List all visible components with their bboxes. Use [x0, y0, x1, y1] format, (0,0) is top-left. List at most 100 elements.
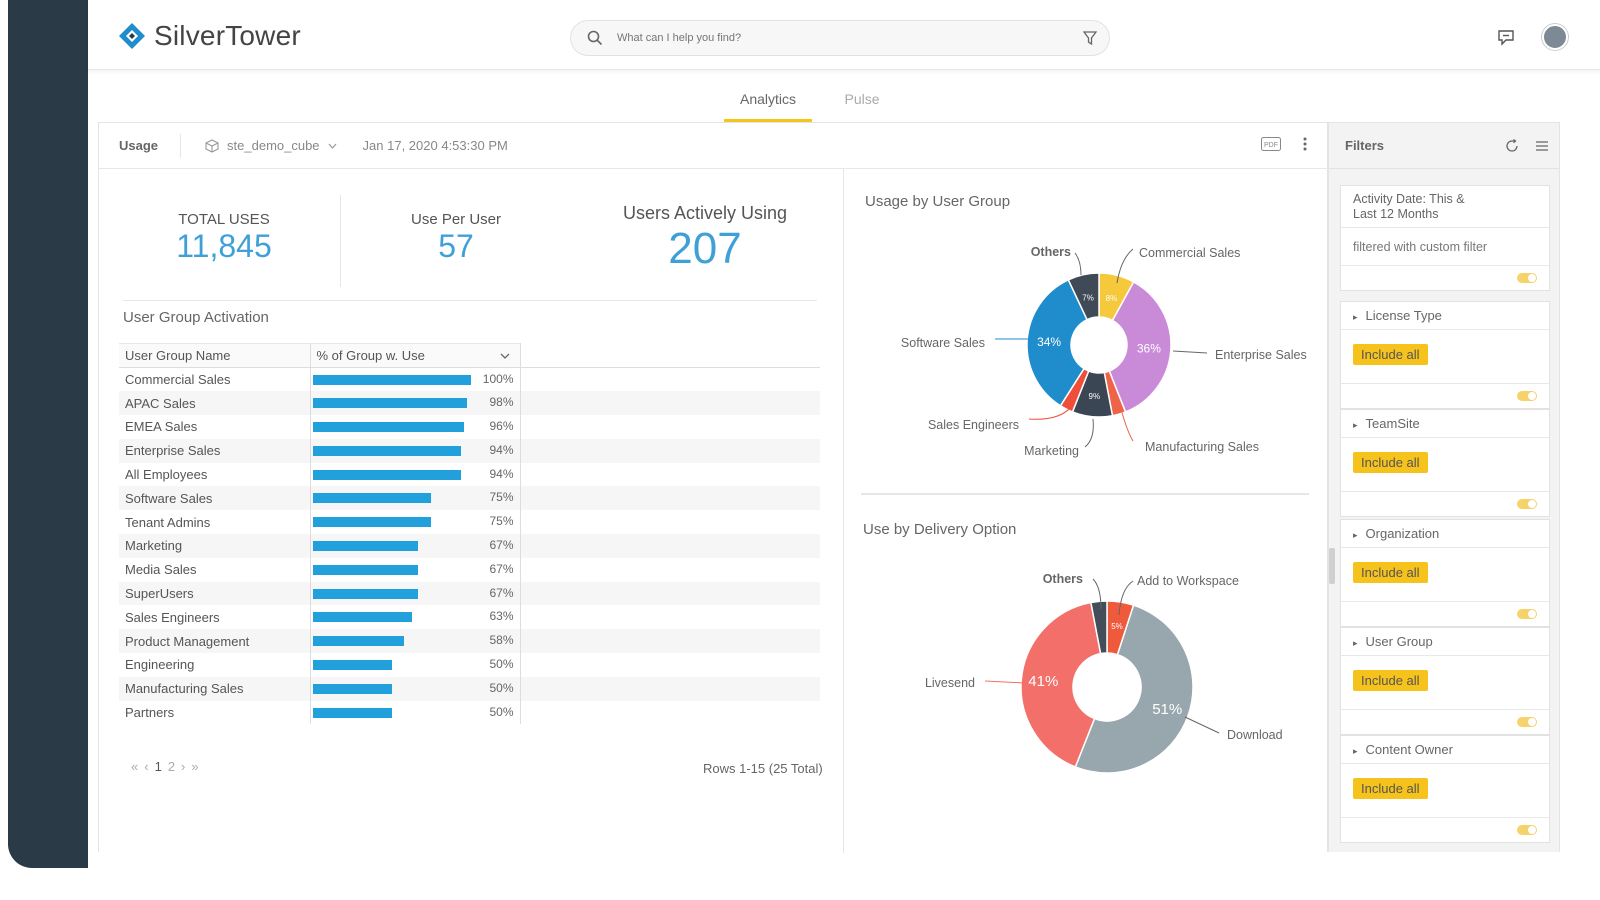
- chart2-title: Use by Delivery Option: [863, 521, 1016, 538]
- group-name-cell: EMEA Sales: [119, 415, 311, 439]
- filter-card[interactable]: ▸ License Type Include all: [1340, 301, 1550, 409]
- table-row[interactable]: Media Sales 67%: [119, 557, 820, 582]
- reset-icon[interactable]: [1505, 138, 1519, 153]
- table-row[interactable]: All Employees 94%: [119, 462, 820, 487]
- include-all-button[interactable]: Include all: [1353, 452, 1428, 473]
- tab-analytics[interactable]: Analytics: [724, 88, 812, 122]
- search-input[interactable]: [617, 32, 1057, 44]
- filter-funnel-icon[interactable]: [1083, 30, 1097, 46]
- top-bar: SilverTower: [88, 0, 1600, 70]
- pct-label: 67%: [489, 538, 514, 553]
- filter-card[interactable]: ▸ Organization Include all: [1340, 519, 1550, 627]
- table-spacer: [520, 653, 820, 677]
- leader-line: [984, 680, 1026, 684]
- pdf-export-icon[interactable]: PDF: [1261, 137, 1281, 151]
- table-spacer: [520, 534, 820, 558]
- pct-cell: 98%: [310, 391, 521, 416]
- filter-toggle[interactable]: [1517, 717, 1537, 727]
- filter-toggle[interactable]: [1517, 609, 1537, 619]
- user-avatar[interactable]: [1542, 24, 1568, 50]
- tab-pulse[interactable]: Pulse: [844, 91, 880, 107]
- include-all-button[interactable]: Include all: [1353, 670, 1428, 691]
- include-all-button[interactable]: Include all: [1353, 778, 1428, 799]
- filter-card-activity-date[interactable]: Activity Date: This & Last 12 Months fil…: [1340, 185, 1550, 291]
- donut-slice[interactable]: [1026, 278, 1089, 407]
- table-row[interactable]: Enterprise Sales 94%: [119, 438, 820, 463]
- kpi-total-uses: TOTAL USES 11,845: [139, 211, 309, 265]
- pct-label: 75%: [489, 490, 514, 505]
- filter-toggle[interactable]: [1517, 825, 1537, 835]
- cube-selector[interactable]: ste_demo_cube: [205, 138, 337, 153]
- next-page-button[interactable]: ›: [181, 759, 186, 774]
- dashboard-title: Usage: [119, 133, 182, 158]
- page-2-button[interactable]: 2: [167, 759, 176, 774]
- toggle-row: [1341, 710, 1549, 734]
- table-row[interactable]: APAC Sales 98%: [119, 391, 820, 416]
- donut-slice[interactable]: [1108, 280, 1172, 413]
- chevron-right-icon[interactable]: ▸: [1353, 420, 1358, 430]
- kpi-label: TOTAL USES: [178, 211, 270, 228]
- filter-toggle[interactable]: [1517, 499, 1537, 509]
- filter-card-header[interactable]: ▸ User Group: [1341, 628, 1549, 656]
- page-1-button[interactable]: 1: [154, 759, 162, 774]
- donut-slice[interactable]: [1074, 604, 1194, 774]
- search-bar[interactable]: [570, 20, 1110, 56]
- column-header-group-name[interactable]: User Group Name: [119, 343, 311, 368]
- pct-bar: [312, 469, 462, 480]
- filter-card-header[interactable]: ▸ Organization: [1341, 520, 1549, 548]
- filters-panel: Filters Activity Date: This & Last 12 Mo…: [1328, 122, 1560, 852]
- column-header-pct[interactable]: % of Group w. Use: [310, 343, 521, 368]
- filter-card-header[interactable]: ▸ TeamSite: [1341, 410, 1549, 438]
- donut-slice[interactable]: [1090, 600, 1108, 655]
- filter-card-header[interactable]: ▸ License Type: [1341, 302, 1549, 330]
- sort-chevron-icon[interactable]: [500, 353, 510, 360]
- table-row[interactable]: Tenant Admins 75%: [119, 510, 820, 535]
- donut-slice-label: 41%: [1028, 673, 1058, 690]
- table-row[interactable]: Software Sales 75%: [119, 486, 820, 511]
- table-row[interactable]: Product Management 58%: [119, 629, 820, 654]
- filter-card[interactable]: ▸ User Group Include all: [1340, 627, 1550, 735]
- donut-slice[interactable]: [1020, 601, 1102, 768]
- group-name-cell: Commercial Sales: [119, 367, 311, 392]
- last-page-button[interactable]: »: [191, 759, 199, 774]
- table-spacer: [520, 415, 820, 439]
- table-row[interactable]: EMEA Sales 96%: [119, 415, 820, 439]
- include-all-button[interactable]: Include all: [1353, 562, 1428, 583]
- pct-label: 98%: [489, 395, 514, 410]
- chevron-right-icon[interactable]: ▸: [1353, 746, 1358, 756]
- toggle-row: [1341, 266, 1549, 290]
- notifications-icon[interactable]: [1496, 28, 1516, 46]
- filter-card[interactable]: ▸ TeamSite Include all: [1340, 409, 1550, 517]
- table-row[interactable]: Manufacturing Sales 50%: [119, 676, 820, 701]
- chevron-right-icon[interactable]: ▸: [1353, 312, 1358, 322]
- panel-resize-handle[interactable]: [1329, 548, 1335, 584]
- chart2-callouts: [984, 578, 1220, 734]
- menu-icon[interactable]: [1535, 140, 1549, 152]
- include-all-button[interactable]: Include all: [1353, 344, 1428, 365]
- search-icon: [587, 30, 603, 46]
- logo[interactable]: SilverTower: [118, 20, 301, 52]
- first-page-button[interactable]: «: [131, 759, 139, 774]
- filter-card-header[interactable]: ▸ Content Owner: [1341, 736, 1549, 764]
- table-row[interactable]: Engineering 50%: [119, 653, 820, 677]
- table-row[interactable]: Commercial Sales 100%: [119, 367, 820, 392]
- table-row[interactable]: Partners 50%: [119, 700, 820, 725]
- filter-toggle[interactable]: [1517, 273, 1537, 283]
- kpi-value: 57: [438, 228, 474, 264]
- filter-toggle[interactable]: [1517, 391, 1537, 401]
- chevron-right-icon[interactable]: ▸: [1353, 638, 1358, 648]
- table-spacer: [520, 701, 820, 725]
- prev-page-button[interactable]: ‹: [144, 759, 149, 774]
- chevron-right-icon[interactable]: ▸: [1353, 530, 1358, 540]
- filter-card[interactable]: ▸ Content Owner Include all: [1340, 735, 1550, 843]
- divider: [340, 195, 341, 287]
- table-row[interactable]: Sales Engineers 63%: [119, 605, 820, 630]
- pct-label: 67%: [489, 561, 514, 576]
- delivery-option-donut: 5% 51% 41%: [1020, 600, 1194, 774]
- table-row[interactable]: SuperUsers 67%: [119, 581, 820, 606]
- more-options-icon[interactable]: [1303, 137, 1307, 151]
- table-row[interactable]: Marketing 67%: [119, 534, 820, 558]
- filter-card-body: Include all: [1341, 656, 1549, 710]
- chevron-down-icon: [328, 143, 336, 149]
- donut-slice[interactable]: [1067, 272, 1100, 321]
